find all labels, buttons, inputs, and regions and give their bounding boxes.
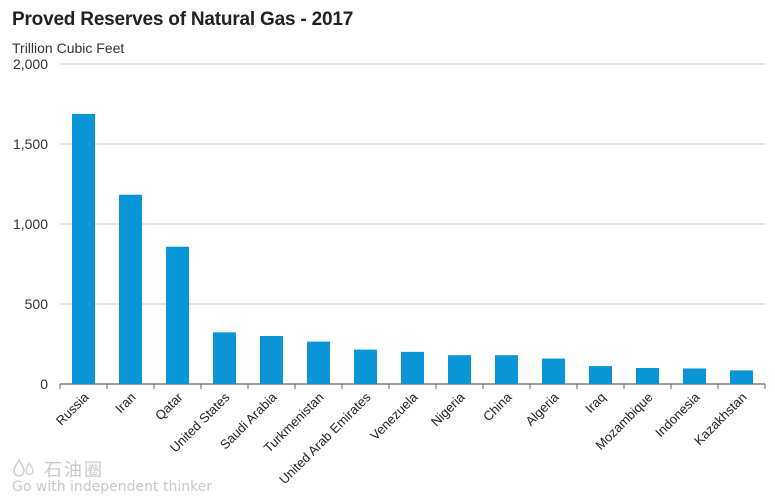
bar	[354, 349, 377, 384]
y-tick-label: 2,000	[13, 56, 48, 72]
chart-title: Proved Reserves of Natural Gas - 2017	[12, 9, 354, 30]
bar	[401, 351, 424, 384]
bar	[166, 246, 189, 384]
x-tick-label: Qatar	[152, 389, 186, 423]
bar	[542, 358, 565, 384]
x-tick-label: United Arab Emirates	[276, 389, 374, 487]
y-tick-label: 500	[25, 296, 49, 312]
chart-subtitle: Trillion Cubic Feet	[12, 40, 125, 56]
bar	[683, 368, 706, 384]
x-tick-label: Algeria	[522, 389, 562, 429]
oil-drop-logo-icon	[13, 458, 34, 477]
bar	[119, 194, 142, 384]
watermark-name: 石油圈	[44, 460, 104, 481]
x-tick-label: Nigeria	[428, 389, 468, 429]
bar	[260, 336, 283, 384]
y-tick-label: 0	[40, 376, 48, 392]
x-tick-label: Venezuela	[367, 389, 421, 443]
bar	[448, 355, 471, 384]
y-tick-label: 1,000	[13, 216, 48, 232]
x-tick-label: Iran	[112, 390, 138, 416]
bar	[72, 113, 95, 385]
bar	[495, 355, 518, 384]
bar	[307, 341, 330, 384]
bar	[730, 370, 753, 384]
bar	[636, 368, 659, 384]
x-tick-label: Russia	[53, 389, 92, 428]
watermark-slogan: Go with independent thinker	[12, 479, 213, 495]
bar	[213, 332, 236, 384]
y-tick-label: 1,500	[13, 136, 48, 152]
x-tick-label: China	[480, 389, 515, 424]
x-tick-label: Iraq	[582, 390, 608, 416]
bar	[589, 366, 612, 384]
